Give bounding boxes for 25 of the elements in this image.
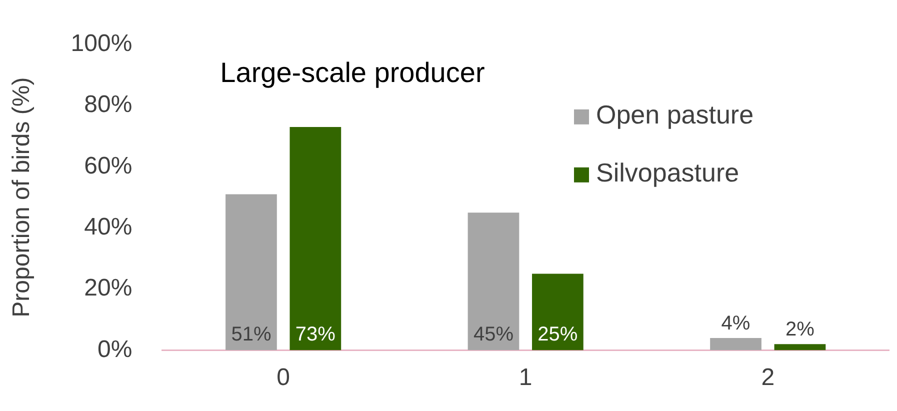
legend-label: Silvopasture	[596, 158, 740, 188]
y-tick-label: 0%	[97, 336, 132, 363]
x-tick-label: 0	[276, 364, 290, 392]
text: Large-scale producer	[220, 57, 485, 88]
y-axis-title: Proportion of birds (%)	[8, 77, 36, 318]
x-tick-label: 1	[518, 364, 532, 392]
data-label: 4%	[721, 312, 750, 334]
bar	[290, 126, 342, 350]
bar	[774, 344, 826, 350]
y-tick-label: 40%	[84, 214, 132, 241]
data-label: 25%	[538, 324, 578, 346]
y-tick-label: 20%	[84, 274, 132, 302]
legend-label: Open pasture	[596, 100, 754, 130]
data-label: 51%	[231, 324, 272, 346]
bar	[710, 338, 762, 350]
bar	[226, 194, 277, 350]
data-label: 2%	[786, 318, 815, 341]
bar	[532, 274, 584, 350]
x-tick-label: 2	[761, 364, 775, 392]
bar	[468, 212, 520, 350]
y-tick-label: 80%	[84, 91, 132, 118]
y-tick-label: 60%	[84, 152, 132, 180]
y-tick-label: 100%	[70, 30, 132, 58]
data-label: 45%	[473, 324, 514, 346]
data-label: 73%	[295, 324, 336, 346]
